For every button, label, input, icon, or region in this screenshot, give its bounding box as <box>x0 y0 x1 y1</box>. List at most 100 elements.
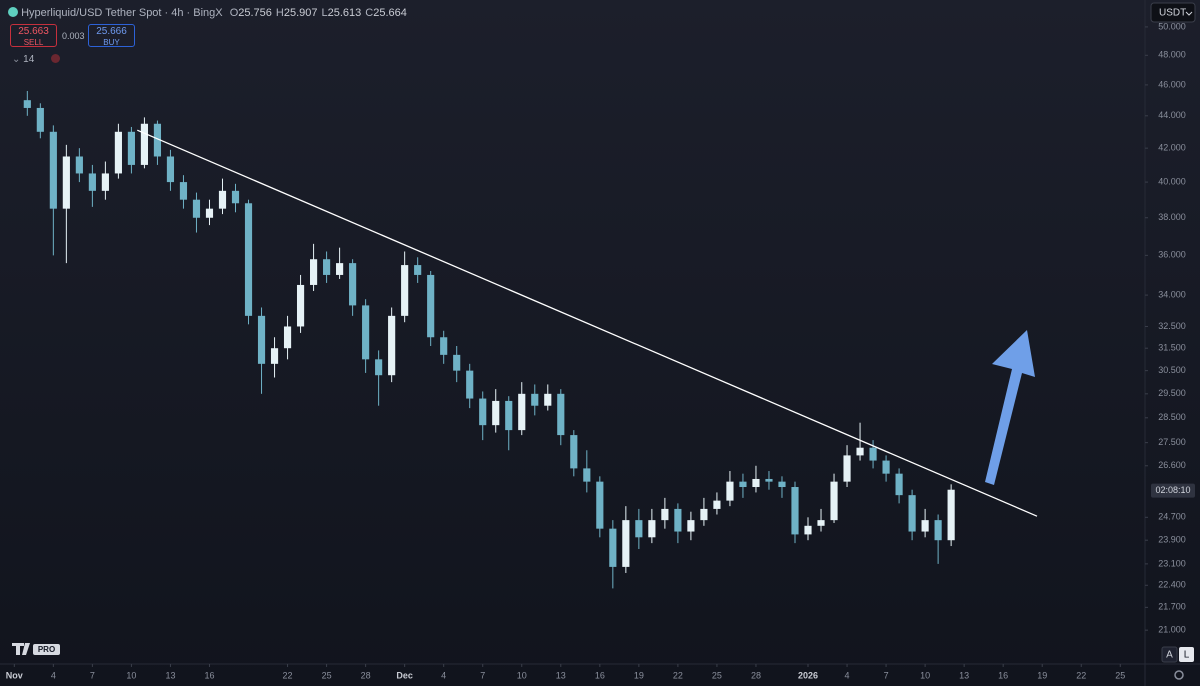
ohlc-key: O <box>229 7 239 19</box>
logo-badge: PRO <box>38 645 55 654</box>
candle-body <box>375 359 383 376</box>
candle-body <box>947 489 955 541</box>
candle-body <box>453 354 461 371</box>
x-tick-label: 19 <box>1037 670 1047 680</box>
y-tick-label: 26.600 <box>1158 460 1186 470</box>
candle-body <box>804 525 812 535</box>
candle-body <box>739 481 747 488</box>
symbol-icon <box>8 7 18 17</box>
y-tick-label: 22.400 <box>1158 580 1186 590</box>
x-tick-label: 28 <box>361 670 371 680</box>
countdown: 02:08:10 <box>1155 485 1190 495</box>
x-tick-label: 2026 <box>798 670 818 680</box>
candle-body <box>127 131 135 165</box>
candle-body <box>778 481 786 488</box>
candle-body <box>323 259 331 275</box>
plot-area <box>23 90 1038 589</box>
y-tick-label: 36.000 <box>1158 250 1186 260</box>
candle-body <box>921 520 929 532</box>
x-tick-label: 10 <box>920 670 930 680</box>
sell-price[interactable]: 25.663 <box>18 26 49 37</box>
x-tick-label: 19 <box>634 670 644 680</box>
candle-body <box>817 520 825 526</box>
candle-body <box>36 107 44 132</box>
candle-body <box>140 123 149 165</box>
candle-body <box>336 263 344 275</box>
candle-body <box>270 348 279 364</box>
y-tick-label: 48.000 <box>1158 50 1186 60</box>
buy-button[interactable]: 25.666 BUY <box>88 24 135 47</box>
y-tick-label: 29.500 <box>1158 388 1186 398</box>
sell-label[interactable]: SELL <box>23 38 44 47</box>
candle-body <box>843 455 851 482</box>
y-tick-label: 34.000 <box>1158 289 1186 299</box>
candle-body <box>505 400 513 431</box>
x-tick-label: 25 <box>322 670 332 680</box>
indicators-toggle[interactable]: ⌄ 14 <box>12 54 61 65</box>
candle-body <box>23 100 31 108</box>
candle-body <box>492 400 500 426</box>
candle-body <box>635 520 643 538</box>
x-tick-label: 28 <box>751 670 761 680</box>
candle-body <box>934 520 942 541</box>
candle-body <box>830 481 838 521</box>
candle-body <box>75 156 83 174</box>
x-tick-label: 10 <box>517 670 527 680</box>
candle-body <box>49 131 57 209</box>
candle-body <box>244 203 253 316</box>
candle-body <box>309 259 318 285</box>
x-tick-label: Nov <box>6 670 23 680</box>
candle-body <box>622 520 630 567</box>
candle-body <box>62 156 70 209</box>
candle-body <box>257 315 266 364</box>
y-tick-label: 46.000 <box>1158 79 1186 89</box>
candle-body <box>218 190 227 209</box>
candle-body <box>296 284 305 327</box>
candle-body <box>895 473 903 496</box>
settings-icon[interactable] <box>1174 670 1184 680</box>
candle-body <box>414 265 422 275</box>
candle-body <box>153 123 162 157</box>
currency[interactable]: USDT <box>1159 8 1186 19</box>
candle-body <box>101 173 109 191</box>
indicator-count[interactable]: 14 <box>23 54 35 65</box>
sell-button[interactable]: 25.663 SELL <box>10 24 57 47</box>
x-tick-label: 16 <box>204 670 214 680</box>
auto-button[interactable] <box>1161 646 1178 663</box>
x-tick-label: 25 <box>1115 670 1125 680</box>
candle-body <box>166 156 175 183</box>
candle-body <box>583 468 591 482</box>
logo: PRO <box>12 643 60 655</box>
log-button[interactable] <box>1179 647 1194 662</box>
x-tick-label: 4 <box>441 670 446 680</box>
y-tick-label: 30.500 <box>1158 365 1186 375</box>
candle-body <box>283 326 292 349</box>
x-tick-label: 7 <box>480 670 485 680</box>
buy-price[interactable]: 25.666 <box>96 26 127 37</box>
candle-body <box>479 398 487 426</box>
y-tick-label: 27.500 <box>1158 437 1186 447</box>
x-tick-label: 22 <box>673 670 683 680</box>
candle-body <box>531 393 539 406</box>
candle-body <box>765 478 773 482</box>
candle-body <box>869 447 877 461</box>
spread: 0.003 <box>62 31 85 41</box>
candle-body <box>362 305 370 360</box>
auto-label[interactable]: A <box>1166 650 1173 661</box>
y-tick-label: 42.000 <box>1158 143 1186 153</box>
x-tick-label: 7 <box>90 670 95 680</box>
buy-label[interactable]: BUY <box>103 38 120 47</box>
log-label[interactable]: L <box>1184 650 1190 661</box>
candle-body <box>791 487 799 535</box>
currency-caret <box>1185 11 1193 16</box>
x-tick-label: Dec <box>396 670 413 680</box>
x-tick-label: 4 <box>51 670 56 680</box>
y-tick-label: 21.000 <box>1158 625 1186 635</box>
ohlc-value: 25.664 <box>373 7 407 19</box>
trend-line <box>137 129 1038 517</box>
header: Hyperliquid/USD Tether Spot · 4h · BingX… <box>8 7 407 19</box>
candle-body <box>179 182 188 200</box>
currency-button[interactable] <box>1150 2 1196 23</box>
